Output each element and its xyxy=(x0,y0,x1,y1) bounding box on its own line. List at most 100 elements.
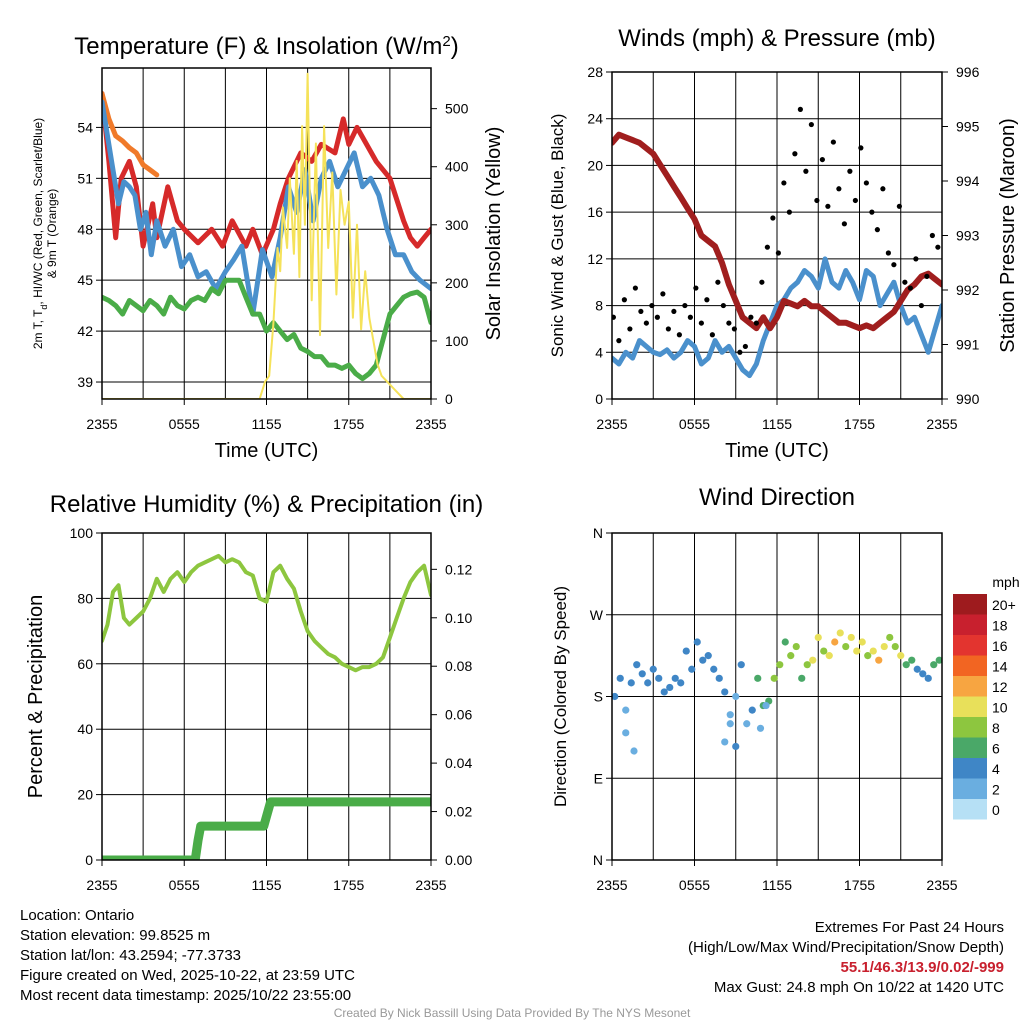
point-gust xyxy=(698,320,704,326)
point-gust xyxy=(830,139,836,145)
point-gust xyxy=(726,320,732,326)
chart-winds: 0 4 8 12 16 20 24 28 990 991 992 993 994 995 996 2355 05… xyxy=(548,25,1019,462)
legend-label: 4 xyxy=(992,761,1000,777)
x-tick-label: 1755 xyxy=(333,877,364,893)
point-gust xyxy=(935,244,941,250)
point-gust xyxy=(742,343,748,350)
point-gust xyxy=(671,308,677,315)
series-relative-humidity xyxy=(102,553,431,673)
point-gust xyxy=(808,121,814,128)
point-gust xyxy=(764,244,770,250)
point-direction xyxy=(756,724,765,732)
series-pressure xyxy=(612,131,942,332)
y2-tick-label: 0.06 xyxy=(445,707,472,723)
point-direction xyxy=(875,656,883,664)
x-tick-label: 1155 xyxy=(762,877,792,893)
point-direction xyxy=(677,679,685,687)
y-tick-label: E xyxy=(594,770,603,786)
y2-tick-label: 400 xyxy=(445,159,469,175)
legend-swatch xyxy=(953,614,987,635)
point-gust xyxy=(913,256,919,262)
y-tick-label: 51 xyxy=(77,170,93,186)
point-direction xyxy=(886,633,894,642)
point-direction xyxy=(699,656,707,664)
point-direction xyxy=(825,652,833,660)
point-gust xyxy=(924,273,930,279)
y-tick-label: 20 xyxy=(77,787,93,803)
point-direction xyxy=(704,652,712,660)
point-gust xyxy=(863,180,869,186)
legend-label: 16 xyxy=(992,638,1008,654)
point-gust xyxy=(792,151,798,157)
y-tick-label: 0 xyxy=(595,391,603,407)
point-direction xyxy=(732,742,740,751)
x-tick-label: 0555 xyxy=(679,416,710,432)
point-gust xyxy=(847,168,853,174)
point-gust xyxy=(731,326,737,332)
legend-label: 8 xyxy=(992,720,1000,736)
point-direction xyxy=(935,656,942,664)
point-gust xyxy=(676,332,682,338)
point-direction xyxy=(869,647,877,655)
station-latlon: Station lat/lon: 43.2594; -77.3733 xyxy=(20,947,242,964)
series-9m-t xyxy=(102,91,160,178)
point-gust xyxy=(869,209,875,215)
point-direction xyxy=(638,670,646,678)
y2-tick-label: 991 xyxy=(956,337,980,353)
point-gust xyxy=(649,302,655,309)
point-gust xyxy=(841,221,847,227)
station-location: Location: Ontario xyxy=(20,907,135,924)
chart-title: Temperature (F) & Insolation (W/m2) xyxy=(74,33,458,61)
legend-swatch xyxy=(953,676,987,697)
y-tick-label: 0 xyxy=(85,852,93,868)
y2-tick-label: 100 xyxy=(445,333,469,349)
point-direction xyxy=(726,711,734,719)
legend-swatch xyxy=(953,737,987,758)
point-direction xyxy=(633,661,641,669)
series-2m-td xyxy=(102,277,431,382)
point-direction xyxy=(671,674,679,682)
point-direction xyxy=(682,647,690,655)
chart-direction: N E S W N 2355 0555 1155 1755 2355 Wind Direction D… xyxy=(551,484,1020,893)
point-gust xyxy=(715,279,721,285)
point-direction xyxy=(627,679,635,687)
point-gust xyxy=(693,285,699,291)
extremes-title: Extremes For Past 24 Hours xyxy=(814,919,1004,936)
point-direction xyxy=(762,701,770,710)
point-direction xyxy=(622,729,630,737)
point-direction xyxy=(798,674,806,682)
point-gust xyxy=(907,285,913,291)
extremes-values: 55.1/46.3/13.9/0.02/-999 xyxy=(840,959,1004,976)
point-direction xyxy=(721,738,729,746)
point-gust xyxy=(880,186,886,192)
legend-swatch xyxy=(953,696,987,717)
point-direction xyxy=(748,706,756,714)
y-tick-label: 100 xyxy=(70,525,94,541)
point-direction xyxy=(897,652,905,660)
point-direction xyxy=(913,665,921,673)
point-gust xyxy=(770,215,776,221)
y-axis-label: Sonic Wind & Gust (Blue, Black) xyxy=(548,114,567,358)
point-direction xyxy=(770,674,778,682)
point-gust xyxy=(748,314,754,320)
chart-temperature: 39 42 45 48 51 54 0 100 200 300 400 500 2355 0555 1155… xyxy=(31,33,505,463)
point-direction xyxy=(715,674,723,682)
point-direction xyxy=(919,670,927,678)
y2-tick-label: 200 xyxy=(445,275,469,291)
point-direction xyxy=(649,665,657,673)
point-direction xyxy=(655,674,663,682)
y-tick-label: 80 xyxy=(77,590,93,606)
point-gust xyxy=(632,285,638,291)
x-axis-label: Time (UTC) xyxy=(215,440,319,462)
point-gust xyxy=(803,168,809,174)
point-gust xyxy=(819,156,825,163)
point-direction xyxy=(831,638,839,646)
legend-swatch xyxy=(953,635,987,656)
series-group xyxy=(102,72,431,399)
point-direction xyxy=(726,720,734,728)
plot-frame xyxy=(611,532,943,861)
legend-label: 2 xyxy=(992,782,1000,798)
x-tick-label: 2355 xyxy=(926,877,957,893)
point-gust xyxy=(852,197,858,204)
y-tick-label: N xyxy=(593,852,603,868)
